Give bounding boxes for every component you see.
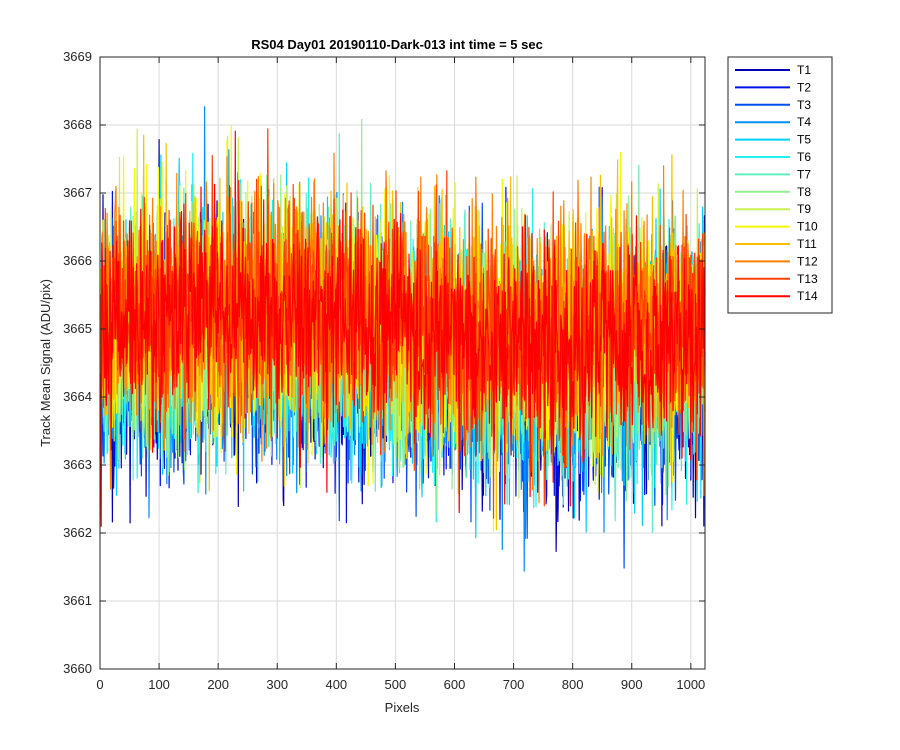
- y-tick-label: 3660: [63, 661, 92, 676]
- legend-label: T2: [797, 80, 811, 94]
- y-tick-label: 3666: [63, 253, 92, 268]
- y-tick-label: 3664: [63, 389, 92, 404]
- x-axis-label: Pixels: [385, 700, 420, 715]
- legend-label: T7: [797, 167, 811, 181]
- legend-label: T8: [797, 185, 811, 199]
- legend-label: T6: [797, 150, 811, 164]
- legend-label: T3: [797, 98, 811, 112]
- y-tick-label: 3667: [63, 185, 92, 200]
- x-tick-label: 1000: [676, 677, 705, 692]
- x-tick-label: 100: [148, 677, 170, 692]
- y-tick-label: 3661: [63, 593, 92, 608]
- y-tick-label: 3668: [63, 117, 92, 132]
- y-tick-label: 3665: [63, 321, 92, 336]
- x-tick-label: 300: [266, 677, 288, 692]
- x-tick-label: 500: [385, 677, 407, 692]
- y-tick-label: 3663: [63, 457, 92, 472]
- y-tick-label: 3662: [63, 525, 92, 540]
- legend-label: T14: [797, 289, 818, 303]
- x-tick-label: 0: [96, 677, 103, 692]
- x-tick-label: 400: [325, 677, 347, 692]
- x-tick-label: 700: [503, 677, 525, 692]
- legend-label: T4: [797, 115, 811, 129]
- x-tick-label: 200: [207, 677, 229, 692]
- legend-label: T13: [797, 272, 818, 286]
- legend-label: T11: [797, 237, 817, 251]
- x-tick-label: 900: [621, 677, 643, 692]
- x-tick-label: 600: [444, 677, 466, 692]
- legend-label: T1: [797, 63, 811, 77]
- x-tick-label: 800: [562, 677, 584, 692]
- legend-label: T10: [797, 220, 818, 234]
- series-line-t14: [100, 130, 706, 527]
- legend-label: T9: [797, 202, 811, 216]
- plot-frame: [99, 56, 706, 670]
- series-layer: [100, 106, 706, 572]
- legend-label: T12: [797, 254, 818, 268]
- y-axis-label: Track Mean Signal (ADU/pix): [38, 279, 53, 447]
- chart-title: RS04 Day01 20190110-Dark-013 int time = …: [251, 37, 543, 52]
- y-tick-label: 3669: [63, 49, 92, 64]
- ticks: 0 100 200 300 400 500 600 700 800 900 1000 3660 3661…: [63, 49, 705, 692]
- legend-box: [727, 56, 833, 314]
- legend-label: T5: [797, 133, 811, 147]
- legend: T1 T2 T3 T4 T5 T6 T7 T8 T9 T10 T11 T12 T13 T14: [727, 56, 833, 314]
